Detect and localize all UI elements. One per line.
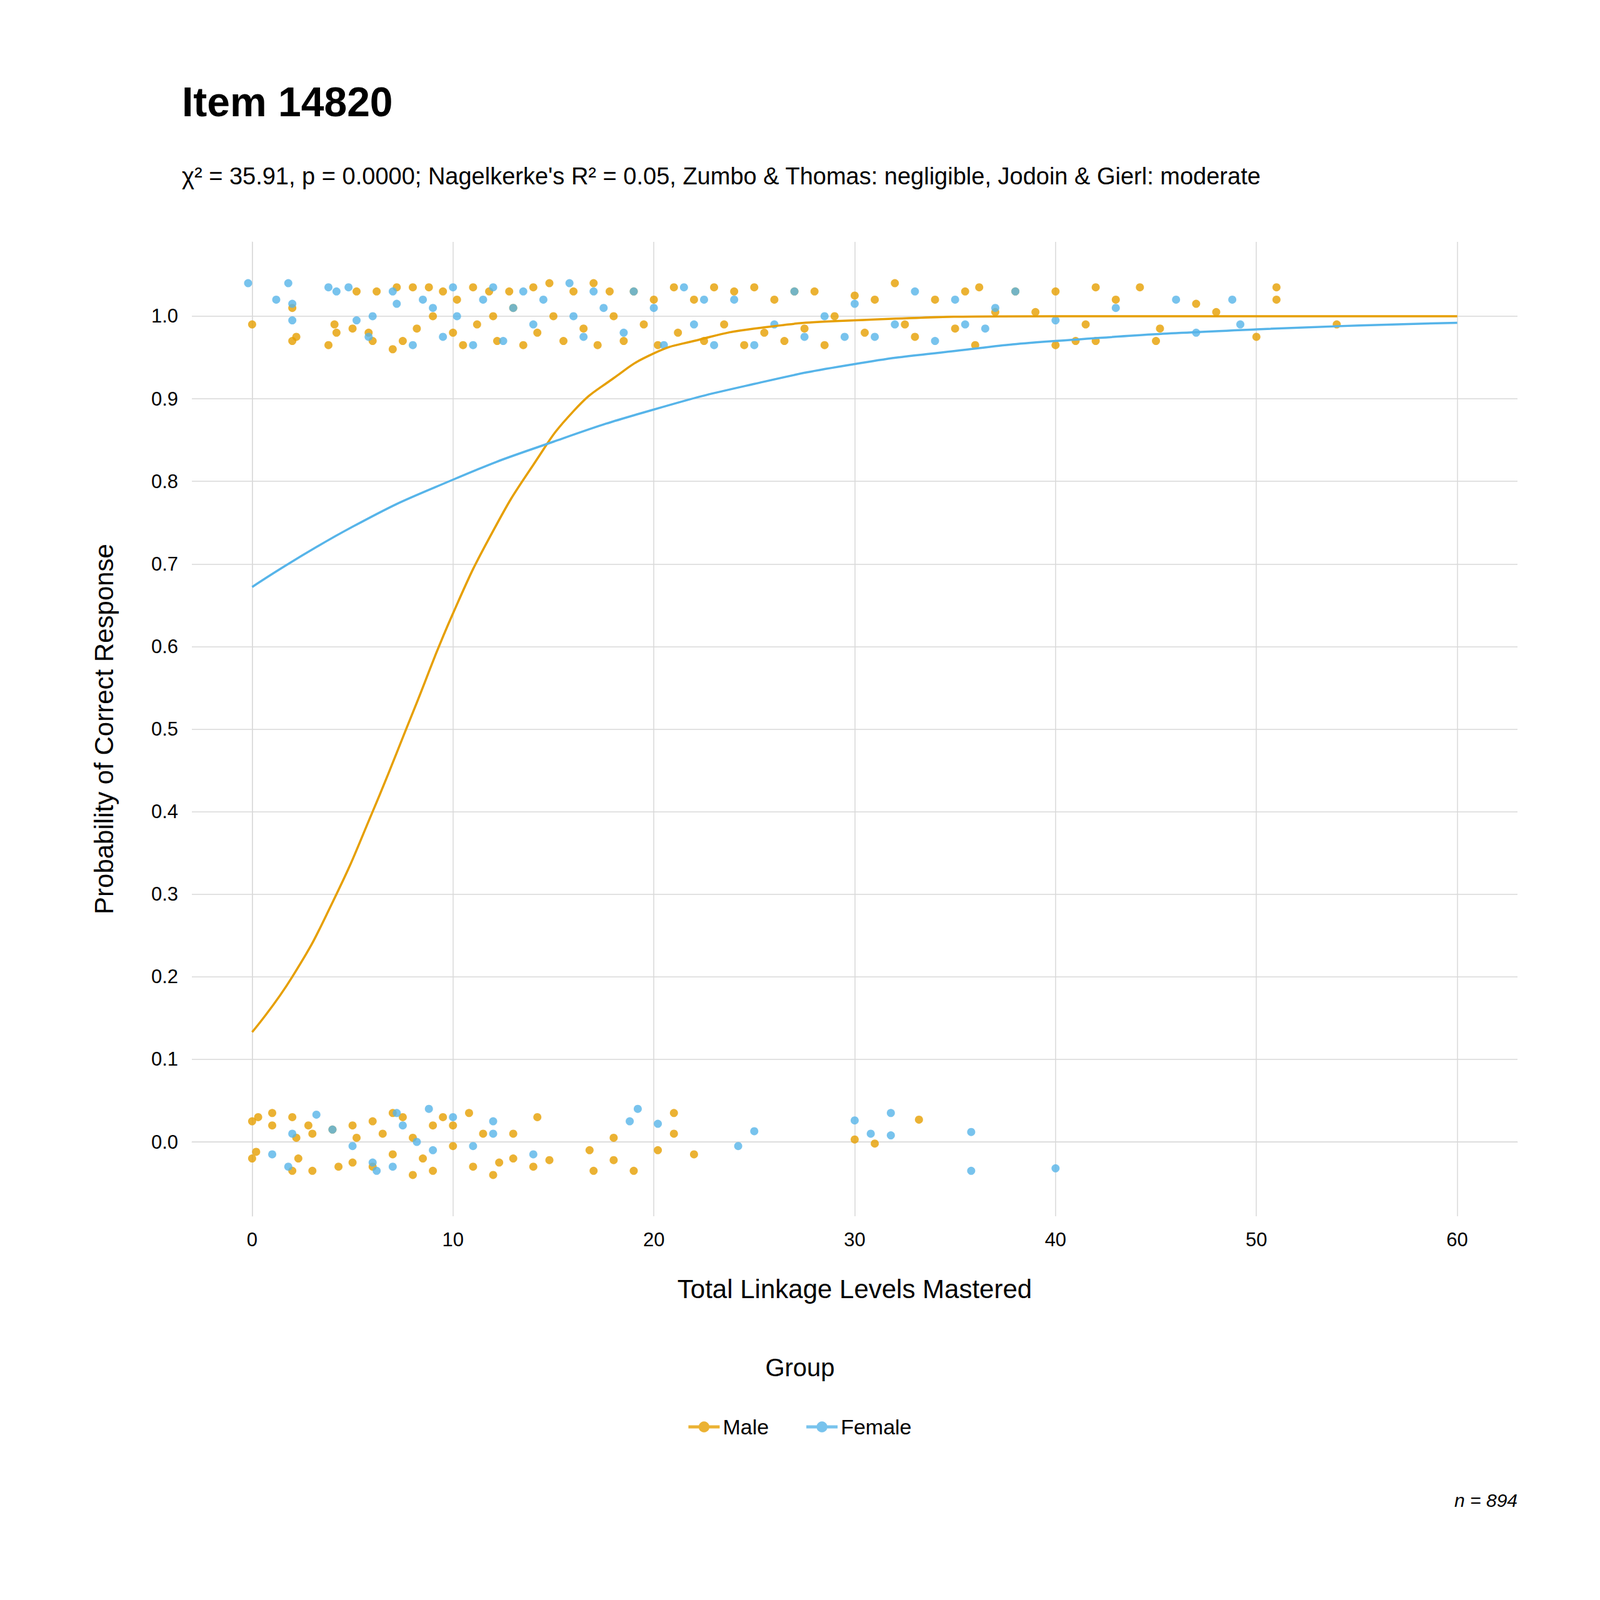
svg-text:0.3: 0.3 — [151, 883, 179, 905]
svg-text:Item 14820: Item 14820 — [181, 78, 394, 125]
svg-text:0.6: 0.6 — [151, 635, 179, 658]
svg-text:1.0: 1.0 — [151, 305, 179, 327]
svg-text:Male: Male — [722, 1415, 769, 1439]
svg-text:Probability of Correct Respons: Probability of Correct Response — [89, 543, 119, 915]
svg-text:0.9: 0.9 — [151, 388, 179, 410]
svg-text:0.1: 0.1 — [151, 1048, 179, 1070]
svg-text:0: 0 — [246, 1228, 258, 1251]
svg-text:10: 10 — [442, 1228, 464, 1251]
svg-text:n = 894: n = 894 — [1454, 1490, 1518, 1511]
svg-text:χ² = 35.91, p = 0.0000; Nagelk: χ² = 35.91, p = 0.0000; Nagelkerke's R² … — [181, 163, 1261, 190]
svg-text:Total Linkage Levels Mastered: Total Linkage Levels Mastered — [677, 1274, 1032, 1304]
svg-text:20: 20 — [643, 1228, 665, 1251]
svg-text:0.0: 0.0 — [151, 1131, 179, 1154]
svg-text:0.8: 0.8 — [151, 470, 179, 493]
svg-text:0.2: 0.2 — [151, 965, 179, 988]
svg-text:60: 60 — [1446, 1228, 1468, 1251]
svg-text:Group: Group — [765, 1353, 835, 1382]
svg-text:40: 40 — [1045, 1228, 1067, 1251]
svg-text:0.4: 0.4 — [151, 800, 179, 823]
svg-text:0.7: 0.7 — [151, 553, 179, 575]
svg-text:Female: Female — [840, 1415, 912, 1439]
svg-text:50: 50 — [1245, 1228, 1267, 1251]
svg-text:0.5: 0.5 — [151, 718, 179, 740]
svg-text:30: 30 — [843, 1228, 865, 1251]
